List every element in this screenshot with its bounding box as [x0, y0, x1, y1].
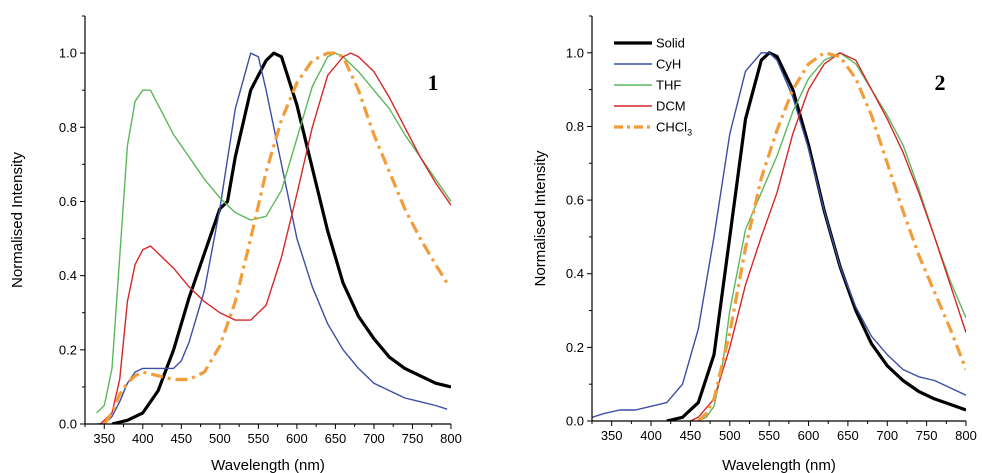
panel-label: 1 — [428, 70, 439, 95]
y-tick-label: 0.2 — [566, 340, 584, 355]
y-tick-label: 0.4 — [566, 266, 584, 281]
x-tick-label: 750 — [402, 431, 424, 446]
y-tick-label: 1.0 — [566, 45, 584, 60]
y-tick-label: 0.6 — [59, 194, 77, 209]
series-line-cyh — [592, 52, 966, 418]
series-line-solid — [111, 51, 451, 424]
x-tick-label: 800 — [955, 428, 977, 443]
x-tick-label: 700 — [363, 431, 385, 446]
x-tick-label: 650 — [837, 428, 859, 443]
series-line-chcl3 — [102, 51, 449, 424]
x-tick-label: 450 — [680, 428, 702, 443]
x-axis-label: Wavelength (nm) — [722, 457, 836, 473]
y-tick-label: 0.6 — [566, 193, 584, 208]
y-axis-label: Normalised Intensity — [9, 152, 26, 288]
chart-panel-1: 350 400 450 500 550 600 650 700 750 800 0.0 0.2 0.4 0… — [9, 15, 462, 473]
x-tick-label: 500 — [719, 428, 741, 443]
y-tick-label: 0.4 — [59, 268, 77, 283]
y-tick-label: 0.0 — [566, 414, 584, 429]
series-line-thf — [96, 52, 451, 414]
x-tick-label: 750 — [916, 428, 938, 443]
x-tick-label: 600 — [798, 428, 820, 443]
x-tick-label: 350 — [93, 431, 115, 446]
series-line-dcm — [690, 52, 966, 421]
legend-label-solid: Solid — [656, 36, 685, 51]
chart-panel-2: 350 400 450 500 550 600 650 700 750 800 0.0 0.2 0.4 0… — [532, 15, 977, 473]
x-tick-label: 400 — [132, 431, 154, 446]
legend: Solid CyH THF DCM CHCl3 — [614, 36, 692, 138]
y-tick-label: 0.2 — [59, 342, 77, 357]
x-tick-label: 500 — [209, 431, 231, 446]
y-tick-label: 0.8 — [566, 119, 584, 134]
y-axis-label: Normalised Intensity — [532, 150, 549, 286]
legend-label-chcl3: CHCl3 — [656, 120, 692, 138]
x-axis-label: Wavelength (nm) — [211, 457, 325, 473]
legend-label-dcm: DCM — [656, 99, 686, 114]
legend-label-thf: THF — [656, 78, 681, 93]
series-line-cyh — [96, 52, 448, 424]
x-tick-label: 600 — [286, 431, 308, 446]
series-group — [592, 51, 966, 421]
legend-label-cyh: CyH — [656, 57, 681, 72]
series-group — [96, 51, 451, 424]
y-tick-label: 0.8 — [59, 120, 77, 135]
series-line-chcl3 — [697, 51, 966, 421]
series-line-dcm — [99, 52, 451, 424]
legend-label-subscript: 3 — [687, 128, 692, 138]
x-tick-label: 800 — [440, 431, 462, 446]
panel-label: 2 — [935, 70, 946, 95]
x-tick-label: 650 — [325, 431, 347, 446]
x-tick-label: 450 — [170, 431, 192, 446]
x-tick-label: 700 — [876, 428, 898, 443]
series-line-solid — [666, 51, 966, 421]
y-tick-label: 1.0 — [59, 46, 77, 61]
x-tick-label: 550 — [758, 428, 780, 443]
y-tick-label: 0.0 — [59, 417, 77, 432]
x-tick-label: 550 — [248, 431, 270, 446]
x-tick-label: 400 — [640, 428, 662, 443]
x-tick-label: 350 — [601, 428, 623, 443]
